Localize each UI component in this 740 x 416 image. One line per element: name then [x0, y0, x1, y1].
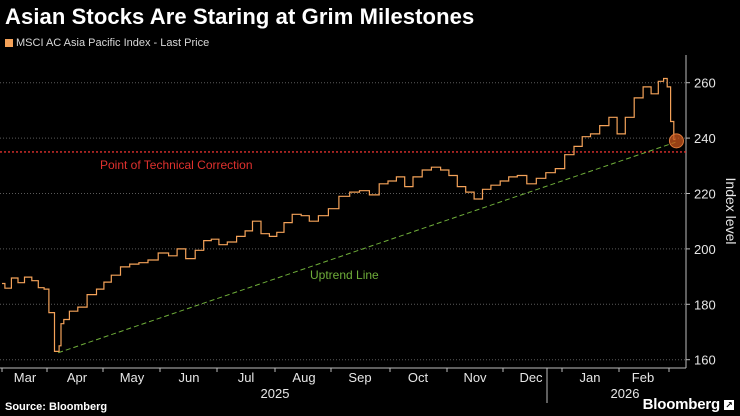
- y-axis-label: Index level: [723, 178, 739, 245]
- y-tick-label: 220: [694, 186, 716, 201]
- y-tick-label: 180: [694, 297, 716, 312]
- source-note: Source: Bloomberg: [5, 401, 108, 413]
- bloomberg-logo: Bloomberg: [642, 396, 721, 413]
- x-tick-label: Feb: [632, 370, 654, 385]
- y-tick-label: 240: [694, 131, 716, 146]
- price-series-line: [2, 77, 676, 352]
- year-label: 2025: [261, 386, 290, 401]
- x-tick-label: Apr: [67, 370, 88, 385]
- x-tick-label: Aug: [292, 370, 315, 385]
- x-tick-label: May: [120, 370, 145, 385]
- x-tick-label: Nov: [463, 370, 487, 385]
- legend-label: MSCI AC Asia Pacific Index - Last Price: [16, 37, 210, 49]
- x-tick-label: Mar: [14, 370, 37, 385]
- x-tick-label: Dec: [519, 370, 543, 385]
- y-tick-label: 200: [694, 242, 716, 257]
- x-tick-label: Jun: [179, 370, 200, 385]
- correction-label: Point of Technical Correction: [100, 158, 253, 172]
- legend: MSCI AC Asia Pacific Index - Last Price: [5, 37, 209, 49]
- chart-title: Asian Stocks Are Staring at Grim Milesto…: [5, 4, 475, 29]
- y-tick-label: 260: [694, 76, 716, 91]
- x-tick-label: Jan: [580, 370, 601, 385]
- y-tick-label: 160: [694, 353, 716, 368]
- x-tick-label: Oct: [408, 370, 429, 385]
- legend-swatch: [5, 39, 13, 47]
- x-tick-label: Sep: [348, 370, 371, 385]
- arrow-icon: ↗: [724, 400, 734, 410]
- uptrend-line: [58, 141, 676, 354]
- x-tick-label: Jul: [238, 370, 255, 385]
- breach-marker: [668, 133, 684, 149]
- year-label: 2026: [611, 386, 640, 401]
- uptrend-label: Uptrend Line: [310, 268, 379, 282]
